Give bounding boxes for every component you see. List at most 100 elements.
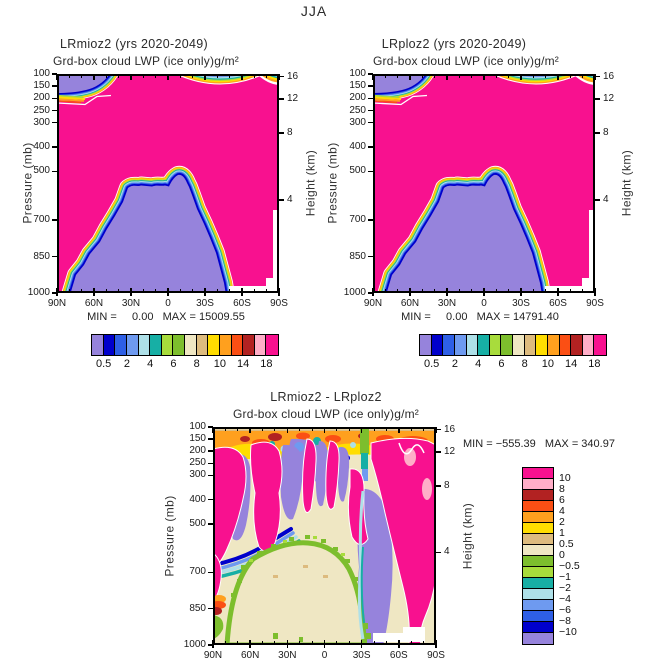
- latitude-axis-tick: [56, 74, 58, 80]
- latitude-axis-minor-tick: [336, 641, 338, 645]
- latitude-axis-tick: [520, 74, 522, 80]
- height-axis-tick-label: 16: [287, 70, 299, 82]
- pressure-axis-tick-label: 1000: [183, 639, 206, 650]
- colorbar-cell: [207, 334, 221, 356]
- latitude-axis-minor-tick: [299, 427, 301, 431]
- latitude-axis-minor-tick: [384, 74, 386, 78]
- latitude-axis-minor-tick: [385, 641, 387, 645]
- latitude-axis-minor-tick: [299, 641, 301, 645]
- panel2-pressure-axis-label: Pressure (mb): [325, 142, 340, 224]
- pressure-axis-tick-label: 200: [33, 92, 50, 104]
- latitude-axis-tick-label: 30S: [512, 298, 530, 309]
- latitude-axis-tick: [594, 288, 596, 296]
- latitude-axis-tick-label: 90N: [203, 650, 223, 661]
- pressure-axis-tick: [368, 292, 373, 294]
- pressure-axis-tick-label: 1000: [343, 287, 366, 298]
- colorbar-cell: [253, 334, 268, 356]
- pressure-axis-tick-label: 850: [33, 250, 50, 262]
- colorbar-cell: [581, 334, 596, 356]
- latitude-axis-minor-tick: [262, 641, 264, 645]
- pressure-axis-tick: [368, 146, 373, 148]
- colorbar-tick-label: 10: [213, 358, 226, 370]
- height-axis-tick-label: 16: [603, 70, 615, 82]
- colorbar-cell: [477, 334, 491, 356]
- latitude-axis-minor-tick: [105, 74, 107, 78]
- colorbar-tick-label: 18: [588, 358, 601, 370]
- colorbar-tick-label: −4: [559, 593, 571, 605]
- latitude-axis-minor-tick: [421, 74, 423, 78]
- colorbar-cell: [522, 533, 554, 546]
- latitude-axis-tick: [372, 74, 374, 80]
- latitude-axis-minor-tick: [397, 74, 399, 78]
- latitude-axis-tick: [167, 74, 169, 80]
- colorbar-cell: [91, 334, 105, 356]
- colorbar-cell: [125, 334, 140, 356]
- latitude-axis-minor-tick: [179, 74, 181, 78]
- colorbar-cell: [535, 334, 549, 356]
- colorbar-tick-label: 6: [498, 358, 505, 370]
- latitude-axis-minor-tick: [410, 641, 412, 645]
- colorbar-cell: [149, 334, 163, 356]
- latitude-axis-tick: [323, 640, 326, 648]
- latitude-axis-tick-label: 0: [481, 298, 487, 309]
- pressure-axis-tick: [208, 438, 213, 440]
- panel1-height-axis-label: Height (km): [303, 149, 318, 217]
- latitude-axis-tick-label: 90N: [363, 298, 383, 309]
- latitude-axis-minor-tick: [192, 289, 194, 293]
- latitude-axis-minor-tick: [495, 289, 497, 293]
- latitude-axis-tick: [93, 288, 95, 296]
- colorbar-cell: [160, 334, 175, 356]
- height-axis-tick: [436, 451, 441, 453]
- latitude-axis-minor-tick: [262, 427, 264, 431]
- field-lrmioz2: [57, 74, 279, 293]
- latitude-axis-minor-tick: [118, 74, 120, 78]
- colorbar-tick-label: 2: [559, 516, 565, 528]
- colorbar-tick-label: 1: [559, 527, 565, 539]
- height-axis-tick: [595, 98, 600, 100]
- latitude-axis-tick-label: 90N: [47, 298, 67, 309]
- colorbar-cell: [230, 334, 245, 356]
- latitude-axis-minor-tick: [274, 641, 276, 645]
- height-axis-tick: [595, 199, 600, 201]
- pressure-axis-tick-label: 150: [189, 433, 206, 445]
- pressure-axis-tick: [52, 121, 57, 124]
- latitude-axis-tick: [483, 288, 485, 296]
- colorbar-cell: [522, 555, 554, 568]
- latitude-axis-tick: [409, 288, 411, 296]
- pressure-axis-tick-label: 100: [349, 68, 366, 79]
- colorbar-cell: [522, 489, 554, 502]
- latitude-axis-tick: [446, 74, 448, 80]
- latitude-axis-minor-tick: [142, 289, 144, 293]
- latitude-axis-tick: [204, 74, 206, 80]
- panel1-units: g/m²: [214, 54, 240, 68]
- colorbar-tick-label: 14: [237, 358, 250, 370]
- pressure-axis-tick: [208, 571, 213, 574]
- latitude-axis-tick: [323, 427, 326, 433]
- latitude-axis-tick: [372, 288, 374, 296]
- latitude-axis-tick: [360, 640, 363, 648]
- pressure-axis-tick-label: 100: [33, 68, 50, 79]
- panel1-pressure-axis-label: Pressure (mb): [20, 142, 35, 224]
- latitude-axis-minor-tick: [81, 289, 83, 293]
- latitude-axis-tick-label: 30N: [278, 650, 297, 661]
- latitude-axis-minor-tick: [192, 74, 194, 78]
- latitude-axis-minor-tick: [434, 74, 436, 78]
- pressure-axis-tick-label: 400: [189, 493, 206, 505]
- colorbar-cell: [512, 334, 526, 356]
- panel2-subtitle: Grd-box cloud LWP (ice only)g/m²: [373, 54, 559, 68]
- pressure-axis-tick-label: 400: [33, 141, 50, 152]
- latitude-axis-minor-tick: [266, 74, 268, 78]
- latitude-axis-minor-tick: [224, 641, 226, 645]
- lrploz2-contour-plot: [373, 74, 595, 293]
- latitude-axis-minor-tick: [582, 289, 584, 293]
- latitude-axis-minor-tick: [142, 74, 144, 78]
- colorbar-tick-label: −6: [559, 604, 571, 616]
- height-axis-tick-label: 8: [287, 127, 293, 139]
- latitude-axis-tick-label: 60N: [84, 298, 104, 309]
- panel1-title: LRmioz2 (yrs 2020-2049): [60, 37, 208, 51]
- latitude-axis-minor-tick: [434, 289, 436, 293]
- latitude-axis-minor-tick: [508, 74, 510, 78]
- pressure-axis-tick: [52, 73, 57, 75]
- height-axis-tick: [279, 132, 284, 134]
